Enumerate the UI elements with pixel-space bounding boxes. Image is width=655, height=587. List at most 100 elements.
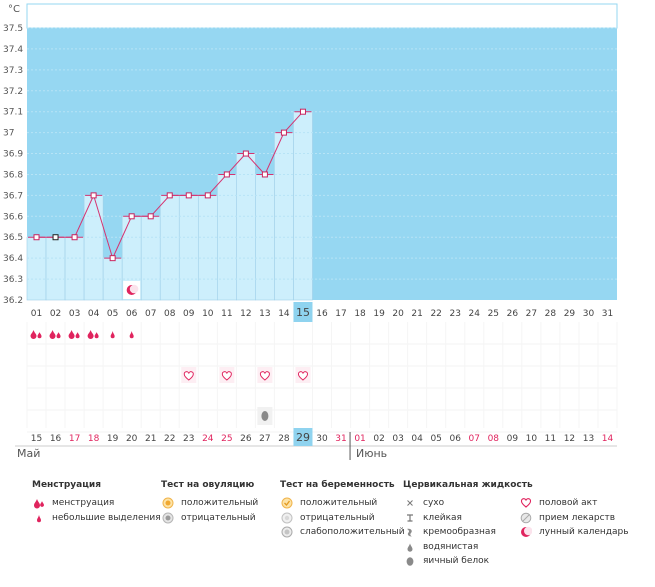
y-tick-label: 37.5 [3, 24, 23, 34]
ovulation-negative-icon [161, 512, 175, 524]
temperature-point[interactable] [71, 234, 78, 241]
cycle-day-label: 15 [296, 306, 310, 319]
temperature-point[interactable] [109, 255, 116, 262]
temperature-bar [26, 236, 47, 301]
y-tick-label: 36.3 [3, 275, 23, 285]
temperature-point[interactable] [204, 192, 211, 199]
temperature-point[interactable] [166, 192, 173, 199]
legend-item-pregnancy-weak: слабоположительный [280, 525, 405, 540]
bbt-chart: 36.2 36.3 36.4 36.5 36.6 36.7 36.8 36.9 37 37.1 37… [3, 3, 618, 460]
legend-label-sticky: клейкая [423, 512, 462, 523]
temperature-point[interactable] [33, 234, 40, 241]
legend-title-menstruation: Менструация [32, 480, 101, 490]
y-axis-unit-label: °C [8, 4, 20, 15]
y-tick-label: 37.2 [3, 87, 23, 97]
cycle-day-label: 26 [507, 309, 519, 319]
menstruation-drop-icon [75, 332, 80, 339]
temperature-point[interactable] [261, 171, 268, 178]
egg-icon[interactable] [261, 411, 269, 421]
spotting-drop-icon[interactable] [129, 331, 134, 339]
heart-icon[interactable] [183, 371, 194, 381]
heart-icon[interactable] [259, 371, 270, 381]
calendar-date-label: 19 [107, 434, 119, 444]
temperature-bar [197, 195, 218, 301]
calendar-date-label: 10 [526, 434, 538, 444]
pregnancy-positive-icon [280, 497, 294, 509]
menstruation-drop-icon[interactable] [30, 330, 37, 339]
temperature-bar [45, 236, 66, 301]
cross-icon [403, 497, 417, 509]
cycle-day-label: 20 [392, 309, 404, 319]
temperature-bar [236, 153, 256, 301]
cycle-day-label: 03 [69, 309, 80, 319]
cycle-day-label: 18 [354, 309, 366, 319]
cycle-day-label: 08 [164, 309, 176, 319]
sticky-icon [403, 512, 417, 524]
menstruation-drop-icon [94, 332, 99, 339]
legend-item-creamy: кремообразная [403, 525, 533, 540]
crescent-moon-icon [519, 526, 533, 538]
menstruation-drop-icon[interactable] [87, 330, 94, 339]
legend-cervical: Цервикальная жидкость сухо клейкая кремо… [403, 480, 533, 569]
legend-label-pregnancy-positive: положительный [300, 498, 378, 508]
cycle-day-label: 13 [259, 309, 270, 319]
legend-label-intercourse: половой акт [539, 498, 598, 508]
legend-pregnancy: Тест на беременность положительный отриц… [280, 480, 405, 540]
legend-item-intercourse: половой акт [519, 496, 629, 511]
temperature-point[interactable] [185, 192, 192, 199]
y-tick-label: 36.8 [3, 170, 23, 180]
calendar-date-label: 13 [583, 434, 594, 444]
legend-item-light-spotting: небольшие выделения [32, 511, 161, 526]
legend-label-medication: прием лекарств [539, 512, 616, 523]
cycle-day-label: 24 [469, 309, 481, 319]
calendar-date-label: 17 [69, 434, 80, 444]
month-june-label: Июнь [356, 447, 387, 460]
plot-top-band [26, 3, 618, 29]
cycle-day-label: 28 [545, 309, 557, 319]
cycle-day-label: 01 [31, 309, 42, 319]
pregnancy-negative-icon [280, 512, 294, 524]
y-tick-label: 36.2 [3, 296, 23, 306]
temperature-bar [178, 195, 199, 301]
legend-title-ovulation: Тест на овуляцию [161, 480, 255, 490]
temperature-point[interactable] [242, 150, 249, 157]
temperature-point[interactable] [280, 129, 287, 136]
calendar-date-label: 05 [430, 434, 441, 444]
legend: Менструация менструация небольшие выделе… [0, 480, 655, 580]
calendar-date-label: 07 [469, 434, 480, 444]
legend-item-medication: прием лекарств [519, 511, 629, 526]
cycle-day-label: 09 [183, 309, 195, 319]
legend-label-dry: сухо [423, 498, 445, 508]
legend-item-sticky: клейкая [403, 511, 533, 526]
legend-item-ovulation-positive: положительный [161, 496, 258, 511]
cycle-day-label: 07 [145, 309, 156, 319]
calendar-date-label: 31 [335, 434, 346, 444]
y-tick-label: 36.9 [3, 150, 23, 160]
temperature-point[interactable] [223, 171, 230, 178]
calendar-date-label: 09 [507, 434, 519, 444]
calendar-date-label: 01 [354, 434, 365, 444]
legend-label-ovulation-positive: положительный [181, 498, 259, 508]
spotting-drop-icon[interactable] [110, 331, 115, 339]
calendar-date-label: 28 [278, 434, 290, 444]
y-tick-label: 37.1 [3, 108, 23, 118]
temperature-point[interactable] [147, 213, 154, 220]
legend-title-other-spacer [519, 480, 629, 491]
temperature-point[interactable] [52, 234, 59, 241]
legend-item-menstruation: менструация [32, 496, 161, 511]
ovulation-positive-icon [161, 497, 175, 509]
cycle-day-label: 23 [449, 309, 460, 319]
heart-icon[interactable] [221, 371, 232, 381]
menstruation-drop-icon[interactable] [68, 330, 75, 339]
y-tick-label: 36.7 [3, 191, 23, 201]
temperature-point[interactable] [128, 213, 135, 220]
menstruation-drop-icon[interactable] [49, 330, 56, 339]
heart-icon[interactable] [297, 371, 308, 381]
legend-other: половой акт прием лекарств лунный календ… [519, 480, 629, 540]
temperature-point[interactable] [90, 192, 97, 199]
pregnancy-weak-icon [280, 526, 294, 538]
egg-icon [403, 555, 417, 567]
temperature-point[interactable] [299, 108, 306, 115]
creamy-icon [403, 526, 417, 538]
current-date-highlight [293, 428, 313, 446]
